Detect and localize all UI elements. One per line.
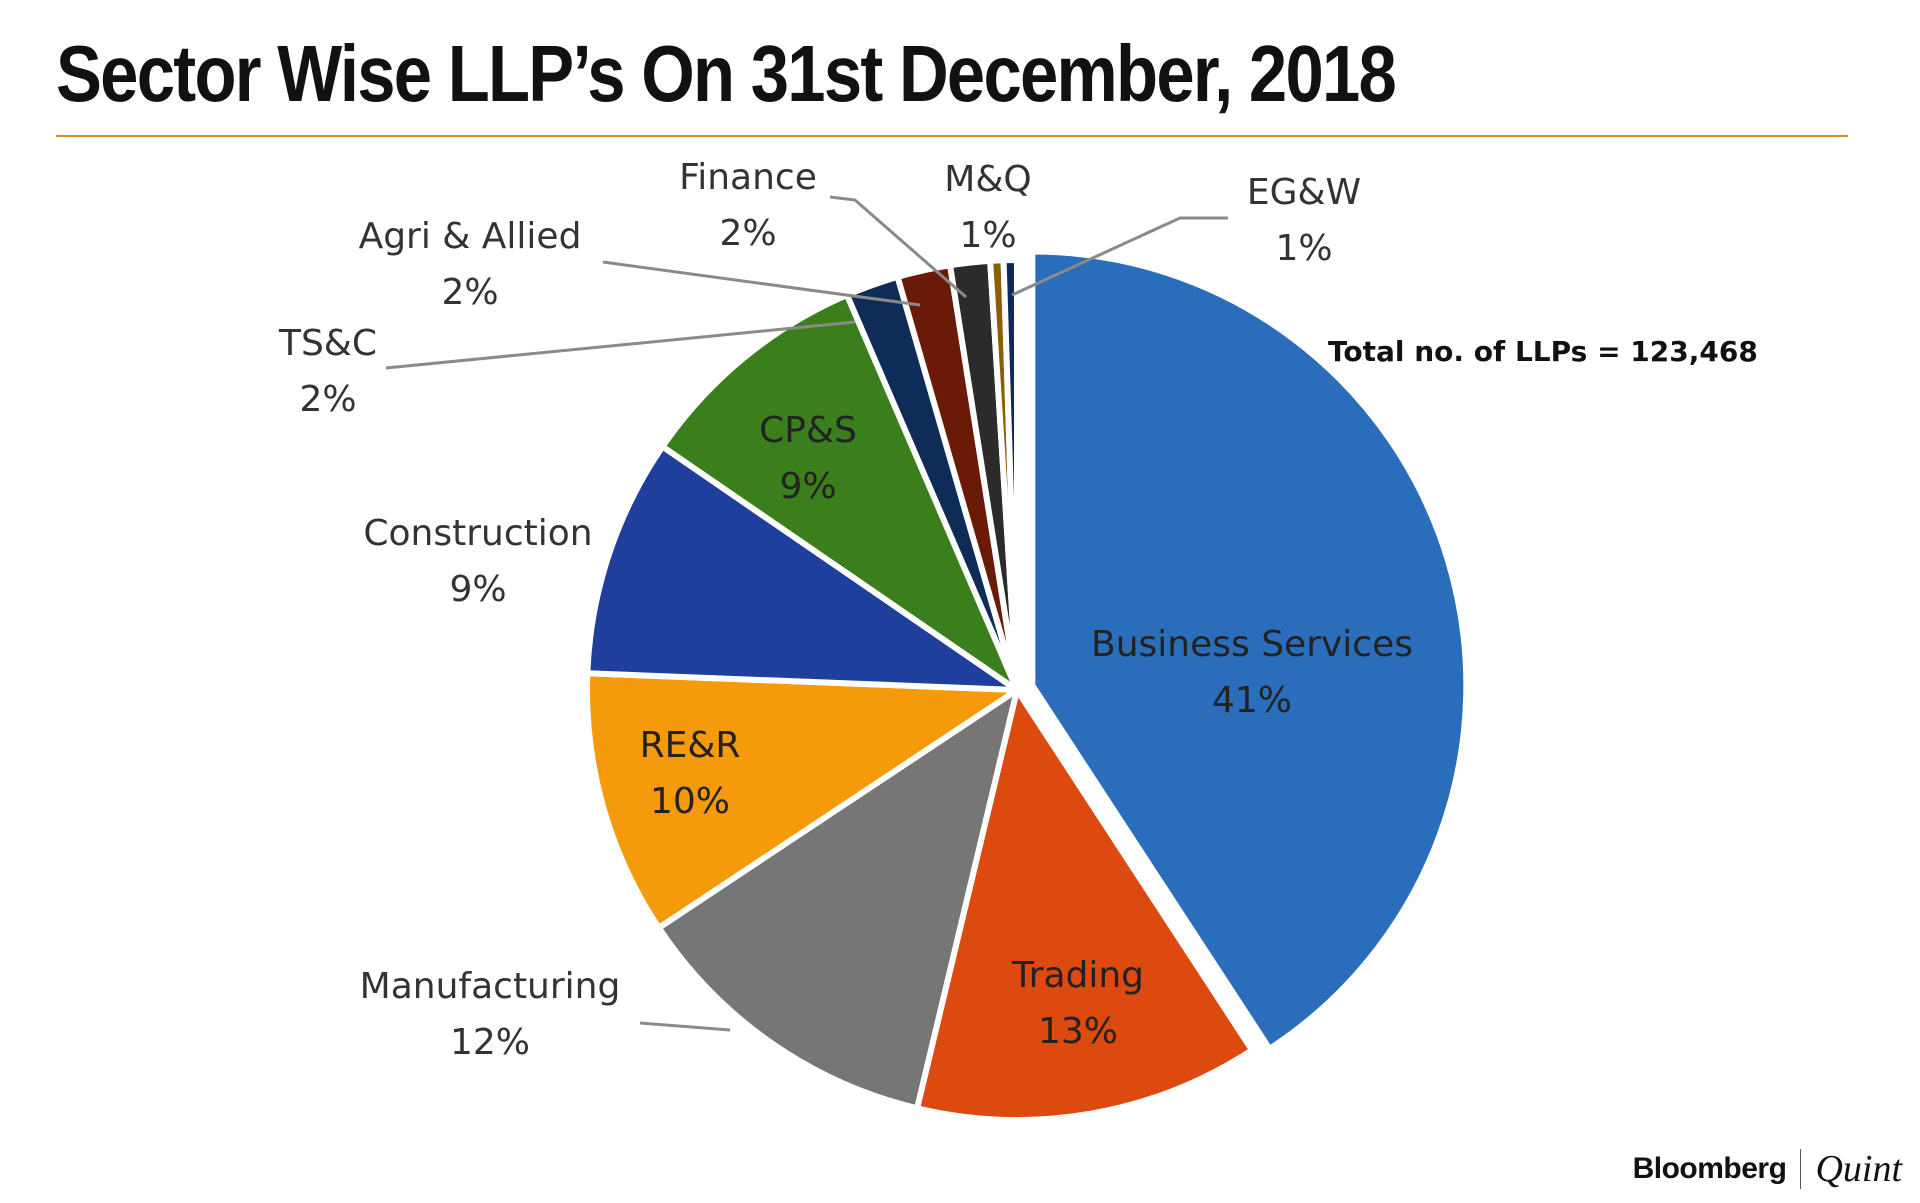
slice-trading <box>914 687 1256 1124</box>
slice-re-and-r <box>584 670 1020 931</box>
slice-manufacturing <box>655 687 1020 1112</box>
slice-cp-and-s <box>659 292 1020 693</box>
slice-business-services <box>1029 248 1470 1052</box>
chart-title: Sector Wise LLP’s On 31st December, 2018 <box>56 29 1397 118</box>
slice-label-trading: Trading <box>1011 955 1144 996</box>
brand-quint: Quint <box>1815 1148 1902 1190</box>
slice-label-finance: Finance <box>679 157 817 198</box>
slice-value-business-services: 41% <box>1212 680 1292 721</box>
slice-construction <box>584 443 1020 693</box>
slice-value-agri-and-allied: 2% <box>441 272 498 313</box>
slice-value-manufacturing: 12% <box>450 1022 530 1063</box>
slice-value-ts-and-c: 2% <box>299 379 356 420</box>
brand-logo: Bloomberg Quint <box>1633 1147 1902 1191</box>
slice-value-finance: 2% <box>719 213 776 254</box>
slice-value-trading: 13% <box>1038 1011 1118 1052</box>
slice-label-construction: Construction <box>363 513 592 554</box>
slice-value-cp-and-s: 9% <box>779 466 836 507</box>
leader-lines <box>385 195 1228 1032</box>
slice-value-re-and-r: 10% <box>650 781 730 822</box>
leader-line-ts-and-c <box>385 320 856 370</box>
leader-line-finance <box>829 195 967 299</box>
slice-label-eg-and-w: EG&W <box>1247 172 1361 213</box>
brand-bloomberg: Bloomberg <box>1632 1152 1787 1185</box>
slice-value-eg-and-w: 1% <box>1275 228 1332 269</box>
slice-label-cp-and-s: CP&S <box>759 410 857 451</box>
slice-label-agri-and-allied: Agri & Allied <box>359 216 582 257</box>
slice-label-manufacturing: Manufacturing <box>360 966 621 1007</box>
slice-value-m-and-q: 1% <box>959 215 1016 256</box>
leader-line-agri-and-allied <box>602 260 921 307</box>
title-divider <box>56 135 1848 137</box>
leader-line-eg-and-w <box>1011 216 1228 297</box>
slice-label-re-and-r: RE&R <box>640 725 741 766</box>
slice-label-ts-and-c: TS&C <box>278 323 377 364</box>
slice-eg-and-w <box>1000 257 1020 693</box>
total-annotation: Total no. of LLPs = 123,468 <box>1328 335 1758 368</box>
leader-line-manufacturing <box>639 1021 731 1032</box>
slice-labels: Business Services 41% Trading 13% Manufactur… <box>278 157 1413 1063</box>
pie-slices <box>584 248 1470 1124</box>
slice-label-m-and-q: M&Q <box>944 159 1031 200</box>
slice-label-business-services: Business Services <box>1091 624 1413 665</box>
slice-value-construction: 9% <box>449 569 506 610</box>
brand-separator <box>1800 1149 1802 1189</box>
